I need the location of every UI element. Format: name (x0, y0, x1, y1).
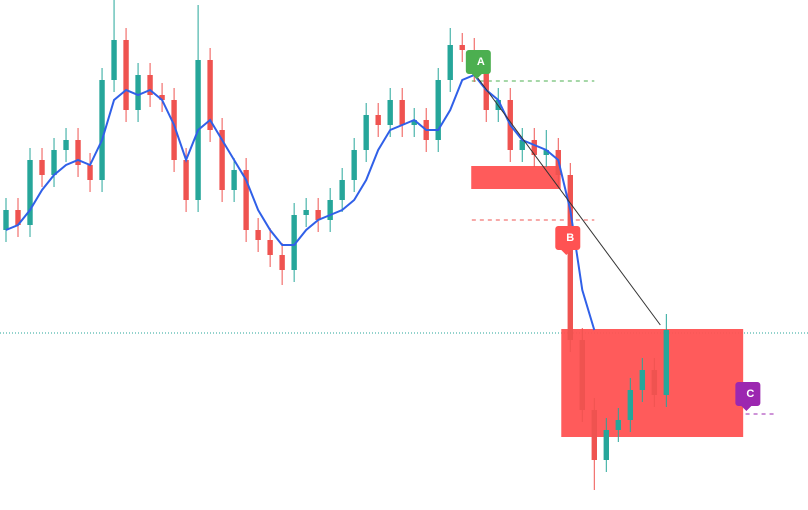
candle-body (111, 40, 117, 80)
candle-body (135, 75, 141, 110)
candle-body (603, 430, 610, 460)
marker (735, 382, 761, 411)
candle-body (267, 240, 273, 255)
candle-body (75, 140, 81, 165)
candle-body (375, 115, 381, 125)
marker-label: B (566, 232, 574, 244)
moving-average (5, 73, 596, 331)
trend-line (477, 77, 661, 326)
candle-body (519, 140, 525, 150)
candle-body (327, 200, 333, 220)
candle-body (411, 120, 417, 125)
candle-body (531, 140, 537, 155)
candle-body (3, 210, 9, 230)
candle-body (171, 100, 177, 160)
zone (471, 166, 561, 189)
candle-body (183, 160, 189, 200)
candle-body (207, 60, 213, 130)
candle-body (63, 140, 69, 150)
candle-body (387, 100, 393, 125)
candle-body (291, 215, 297, 270)
candle-body (615, 420, 622, 430)
candle-body (639, 370, 646, 390)
candle-body (447, 45, 453, 80)
candle-body (651, 370, 658, 395)
candle-body (243, 170, 249, 230)
candle-body (87, 165, 93, 180)
candle-body (123, 40, 129, 110)
marker-label: A (477, 56, 485, 68)
candle-body (279, 255, 285, 270)
candle-body (663, 330, 670, 395)
marker (465, 50, 491, 79)
candle-body (351, 150, 357, 180)
candle-body (567, 175, 573, 340)
candle-body (219, 130, 225, 190)
candle-body (459, 45, 465, 50)
candle-body (303, 210, 309, 215)
marker (555, 226, 581, 255)
candle-body (363, 115, 369, 150)
candle-body (15, 210, 21, 225)
candle-body (579, 340, 585, 410)
candle-body (627, 390, 634, 420)
candle-body (255, 230, 261, 240)
marker-label: C (746, 388, 754, 400)
candle-body (99, 80, 105, 180)
candle-body (543, 150, 549, 155)
candle-body (399, 100, 405, 125)
candle-body (51, 150, 57, 175)
candle-body (591, 410, 597, 460)
candle-body (339, 180, 345, 200)
candle-body (27, 160, 33, 225)
candle-body (147, 75, 153, 95)
candle-body (231, 170, 237, 190)
candle-body (435, 80, 441, 140)
candle-body (315, 210, 321, 220)
candle-body (159, 95, 165, 100)
candle-body (39, 160, 45, 175)
